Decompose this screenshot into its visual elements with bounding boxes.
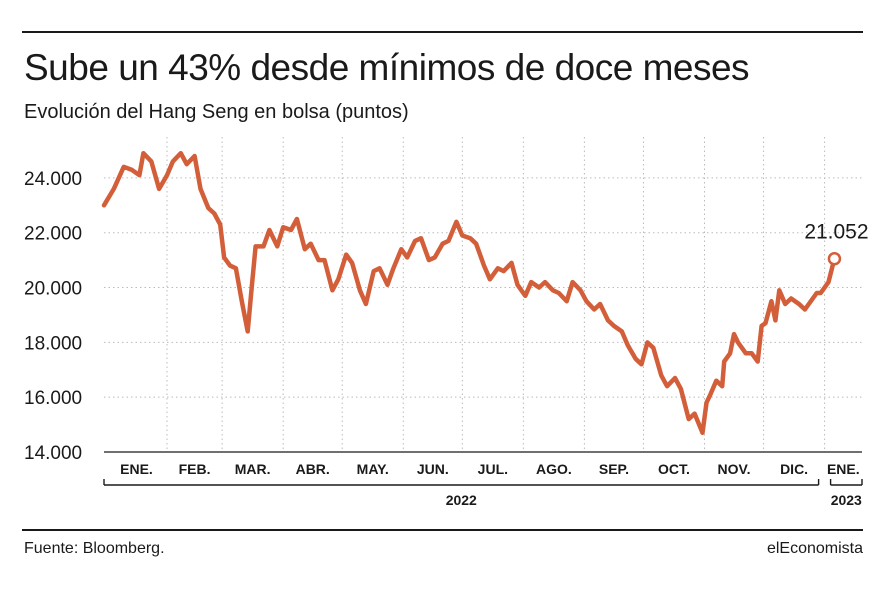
y-tick-label: 20.000 <box>24 279 82 300</box>
top-rule <box>22 31 863 33</box>
month-label: NOV. <box>718 461 751 477</box>
y-tick-label: 16.000 <box>24 388 82 409</box>
last-value-label: 21.052 <box>804 221 868 244</box>
y-tick-label: 24.000 <box>24 169 82 190</box>
month-label: MAR. <box>235 461 271 477</box>
month-label: MAY. <box>357 461 389 477</box>
y-tick-label: 22.000 <box>24 224 82 245</box>
month-label: SEP. <box>599 461 629 477</box>
month-label: OCT. <box>658 461 690 477</box>
x-axis: ENE. FEB. MAR. ABR. MAY. JUN. JUL. AGO. SEP. OCT.… <box>103 461 863 508</box>
month-label: FEB. <box>179 461 211 477</box>
month-label: JUL. <box>478 461 508 477</box>
chart-title: Sube un 43% desde mínimos de doce meses <box>24 47 750 88</box>
y-axis: 14.000 16.000 18.000 20.000 22.000 24.000 <box>24 169 862 464</box>
month-label: ENE. <box>120 461 153 477</box>
brand-logo-text: elEconomista <box>766 540 863 557</box>
month-label: ABR. <box>296 461 330 477</box>
month-label: DIC. <box>780 461 808 477</box>
source-note: Fuente: Bloomberg. <box>24 540 165 557</box>
plot-layer: 21.052 <box>101 150 869 436</box>
year-label: 2022 <box>446 492 477 508</box>
month-label: JUN. <box>417 461 449 477</box>
y-tick-label: 18.000 <box>24 333 82 354</box>
grid-lines <box>104 137 862 452</box>
chart-subtitle: Evolución del Hang Seng en bolsa (puntos… <box>24 101 409 123</box>
bottom-rule <box>22 529 863 531</box>
month-label: ENE. <box>827 461 860 477</box>
last-point-marker <box>827 251 842 266</box>
year-label: 2023 <box>831 492 862 508</box>
month-label: AGO. <box>536 461 572 477</box>
series-line-hang-seng <box>101 150 837 436</box>
y-tick-label: 14.000 <box>24 443 82 464</box>
